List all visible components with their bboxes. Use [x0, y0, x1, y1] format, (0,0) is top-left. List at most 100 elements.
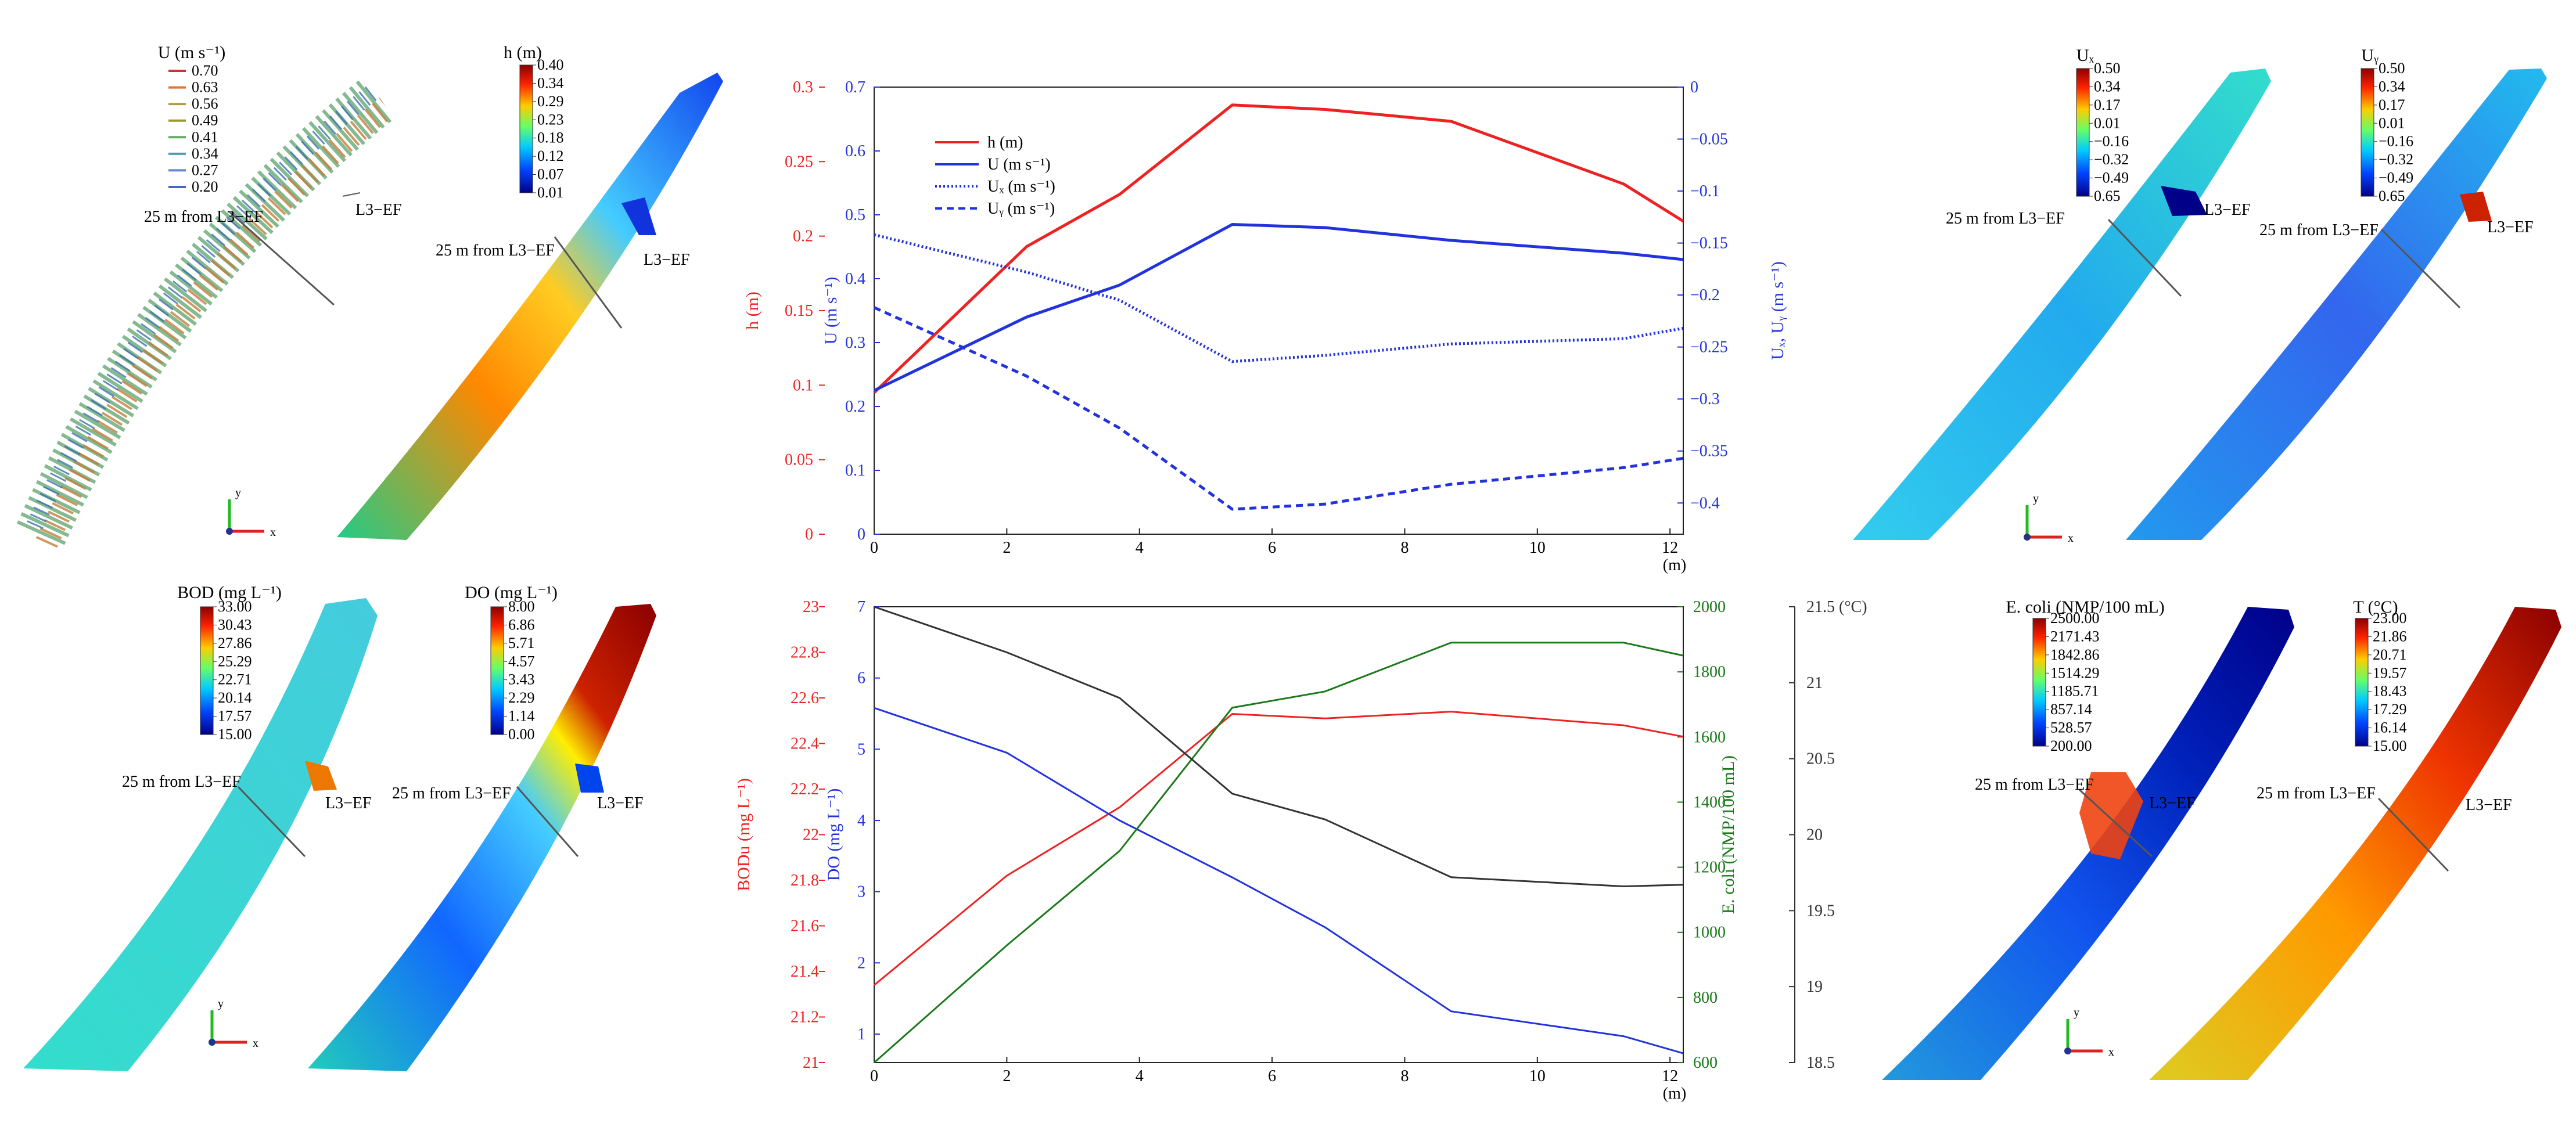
axis-x-label: x	[253, 1037, 258, 1050]
y-axis-label: U (m s⁻¹)	[821, 277, 840, 344]
x-tick-label: 10	[1529, 1067, 1546, 1085]
legend-tick-label: 15.00	[2373, 737, 2407, 754]
y-tick-label: 22	[803, 826, 819, 844]
y-tick-label: 20.5	[1806, 750, 1835, 768]
axis-y-label: y	[2074, 1006, 2079, 1019]
y-tick-label: 21.6	[791, 917, 819, 935]
temperature-legend-title: T (°C)	[2353, 597, 2398, 617]
legend-tick-label: 0.23	[537, 111, 564, 128]
series-line	[874, 711, 1684, 986]
legend-entry: h (m)	[987, 134, 1023, 152]
series-line	[873, 222, 1684, 392]
velocity-vector-map: U (m s⁻¹) 0.700.630.560.490.410.340.270.…	[16, 43, 402, 548]
y-tick-label: 0.05	[785, 451, 813, 469]
y-tick-label: 20	[1806, 826, 1823, 844]
y-tick-label: 18.5	[1806, 1054, 1835, 1072]
uy-section-line	[2380, 228, 2461, 309]
legend-tick-label: 17.29	[2373, 701, 2407, 718]
legend-tick-label: 5.71	[508, 635, 535, 651]
ux-map: Uₓ 0.500.340.170.01 −0.16−0.32 −0.49 0.65 2…	[1853, 46, 2271, 545]
y-tick-label: −0.4	[1690, 494, 1720, 512]
y-tick-label: 0	[857, 525, 865, 543]
x-tick-label: 12	[1662, 1067, 1678, 1085]
legend-tick-label: 200.00	[2050, 737, 2092, 754]
y-tick-label: 0.1	[845, 462, 865, 480]
temperature-river	[2149, 607, 2561, 1080]
legend-tick-label: −0.49	[2379, 170, 2413, 186]
legend-tick-label: 15.00	[218, 726, 252, 743]
ecoli-plume	[2079, 772, 2143, 859]
y-tick-label: 7	[857, 598, 865, 616]
depth-legend-title: h (m)	[504, 43, 542, 62]
uy-river	[2126, 69, 2547, 540]
ux-marker-label: L3−EF	[2204, 201, 2251, 219]
bod-colorbar	[200, 606, 214, 735]
y-tick-label: 21.8	[791, 872, 819, 890]
y-axis-label: BODu (mg L⁻¹)	[734, 778, 753, 891]
y-tick-label: 1600	[1693, 728, 1726, 746]
velocity-axis-triad: y x	[226, 487, 276, 539]
uy-distance-label: 25 m from L3−EF	[2259, 221, 2379, 239]
bod-marker-label: L3−EF	[325, 794, 372, 812]
y-tick-label: 19	[1806, 978, 1823, 996]
legend-tick-label: 20.71	[2373, 646, 2407, 663]
y-tick-label: −0.2	[1690, 286, 1720, 304]
ecoli-axis-triad: y x	[2064, 1006, 2114, 1059]
y-tick-label: 1200	[1693, 859, 1726, 877]
y-tick-label: 4	[857, 812, 865, 830]
x-tick-label: 8	[1400, 1067, 1409, 1085]
legend-tick-label: 4.57	[508, 653, 535, 669]
ux-axis-triad: y x	[2024, 492, 2074, 545]
ecoli-legend: E. coli (NMP/100 mL) 2500.002171.431842.…	[2006, 597, 2164, 754]
legend-tick-label: 0.50	[2379, 60, 2405, 77]
wq-line-chart: 0 2 4 6 8 10 12(m)2121.221.421.621.82222.222.4…	[734, 598, 1867, 1103]
legend-tick-label: 0.50	[2094, 60, 2121, 77]
do-marker-label: L3−EF	[597, 794, 644, 812]
y-tick-label: 22.4	[791, 735, 819, 753]
x-tick-label: 4	[1136, 539, 1144, 557]
y-tick-label: 1800	[1693, 663, 1726, 681]
y-tick-label: 0.3	[845, 334, 865, 352]
legend-tick-label: −0.16	[2379, 133, 2413, 150]
y-tick-label: 5	[857, 740, 865, 758]
do-section-line	[516, 786, 579, 857]
y-tick-label: 0	[1690, 78, 1698, 96]
legend-tick-label: 0.34	[192, 145, 218, 162]
y-tick-label: 0.3	[793, 78, 813, 96]
legend-tick-label: 0.41	[192, 128, 218, 145]
x-tick-label: 8	[1400, 539, 1409, 557]
y-tick-label: 0.6	[845, 142, 865, 160]
series-line	[873, 103, 1684, 394]
y-tick-label: 3	[857, 883, 865, 901]
axis-y-label: y	[2033, 492, 2039, 505]
legend-tick-label: 0.18	[537, 129, 564, 146]
legend-tick-label: 857.14	[2050, 701, 2092, 718]
ecoli-colorbar	[2032, 618, 2046, 747]
temperature-distance-label: 25 m from L3−EF	[2257, 784, 2376, 802]
legend-tick-label: 2500.00	[2050, 610, 2100, 627]
y-tick-label: 21.2	[791, 1009, 819, 1027]
legend-tick-label: 0.34	[2379, 78, 2405, 95]
velocity-distance-label: 25 m from L3−EF	[144, 208, 263, 226]
ux-section-line	[2107, 218, 2182, 297]
do-outfall	[575, 764, 604, 793]
y-tick-label: 21.5 (°C)	[1806, 598, 1867, 616]
y-tick-label: 0	[805, 525, 813, 543]
legend-tick-label: 19.57	[2373, 664, 2407, 681]
uy-legend-title: Uᵧ	[2361, 46, 2379, 65]
hydro-line-chart: 0 2 4 6 8 10 12(m) 0 0.05 0.1 0.15 0.2 0.25 0.3 h (m) 0…	[743, 78, 1787, 574]
bod-axis-triad: y x	[209, 998, 258, 1050]
uy-outfall	[2460, 192, 2492, 222]
y-tick-label: 21	[803, 1054, 819, 1072]
y-tick-label: 2000	[1693, 598, 1726, 616]
depth-marker-label: L3−EF	[644, 251, 690, 269]
ecoli-distance-label: 25 m from L3−EF	[1975, 776, 2094, 794]
do-river	[308, 604, 656, 1071]
legend-tick-label: 27.86	[218, 635, 252, 651]
ecoli-section-line	[2078, 789, 2153, 858]
legend-tick-label: −0.32	[2379, 151, 2413, 168]
legend-tick-label: 0.01	[2094, 114, 2121, 131]
